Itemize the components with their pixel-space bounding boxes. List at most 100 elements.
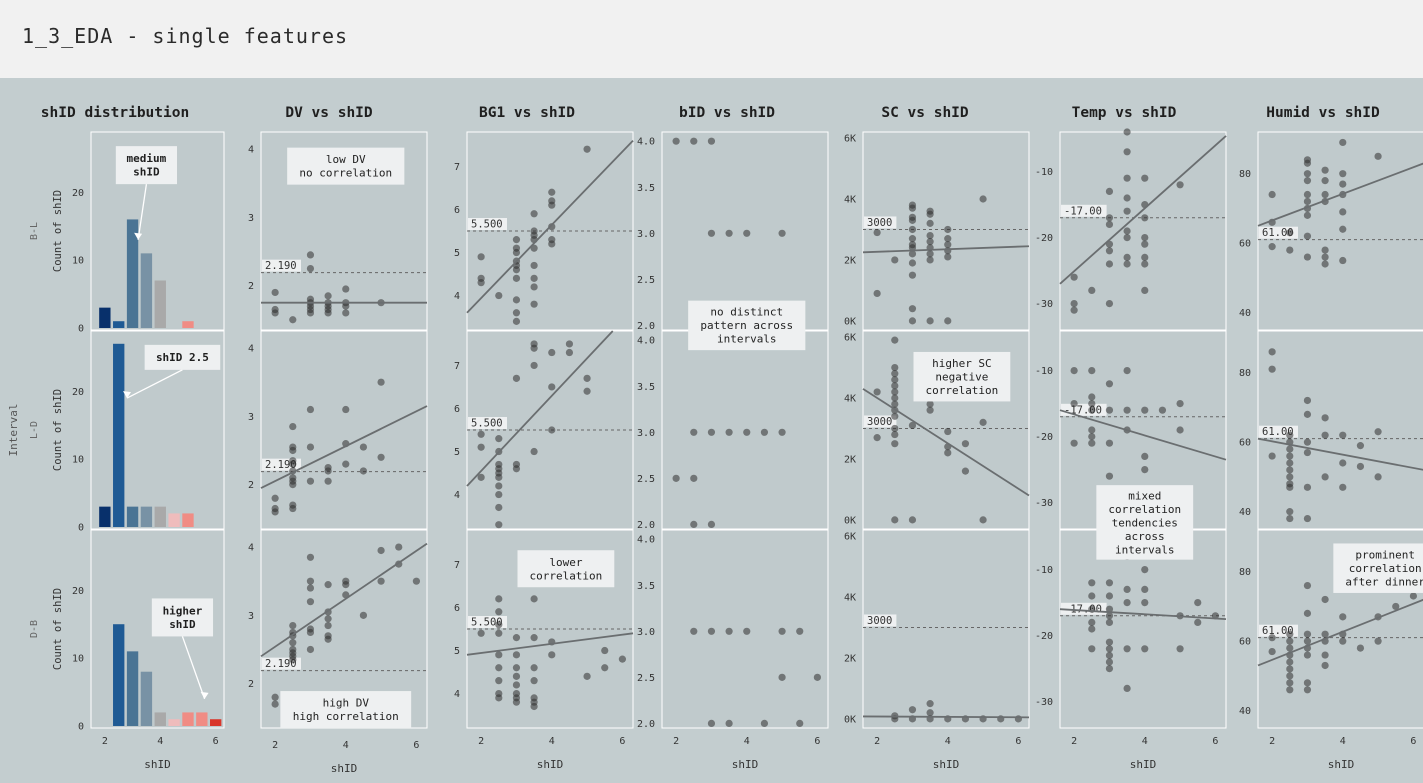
- ytick-label: 2: [248, 281, 254, 292]
- data-point: [926, 700, 934, 708]
- data-point: [342, 302, 350, 310]
- ytick-label: 3: [248, 213, 254, 224]
- ytick-label: 4: [248, 344, 254, 355]
- reference-label-bg: [468, 417, 507, 429]
- hist-bar: [126, 651, 139, 726]
- data-point: [512, 374, 521, 382]
- data-point: [1286, 658, 1294, 666]
- data-point: [908, 235, 917, 243]
- ytick-label: 6: [454, 205, 460, 216]
- data-point: [1303, 211, 1312, 219]
- data-point: [530, 244, 538, 252]
- hist-bar: [140, 506, 153, 527]
- annotation-box: [913, 351, 1011, 402]
- data-point: [1088, 400, 1096, 408]
- data-point: [495, 521, 503, 529]
- data-point: [377, 577, 385, 585]
- col-title-2: BG1 vs shID: [479, 105, 575, 121]
- ytick-label: 2.5: [637, 474, 655, 485]
- data-point: [1105, 612, 1114, 620]
- data-point: [1339, 483, 1347, 491]
- reference-label: 5.500: [471, 418, 503, 430]
- data-point: [1268, 634, 1276, 642]
- trend-line: [1257, 437, 1423, 471]
- data-point: [1321, 661, 1329, 670]
- data-point: [1339, 138, 1347, 147]
- ytick-label: 2.0: [637, 321, 655, 332]
- hist-bar: [182, 321, 194, 328]
- data-point: [1105, 579, 1114, 587]
- data-point: [1268, 190, 1276, 199]
- data-point: [306, 309, 315, 317]
- data-point: [512, 465, 521, 473]
- data-point: [1374, 473, 1382, 481]
- data-point: [926, 250, 934, 258]
- annotation-box: [151, 598, 214, 637]
- data-point: [271, 508, 279, 516]
- data-point: [796, 719, 804, 727]
- data-point: [1141, 240, 1149, 248]
- data-point: [530, 702, 538, 711]
- data-point: [1268, 365, 1276, 373]
- ytick-label: -20: [1035, 432, 1053, 443]
- data-point: [1303, 438, 1312, 446]
- col-title-4: SC vs shID: [881, 105, 969, 121]
- trend-line: [1257, 598, 1423, 667]
- data-point: [289, 504, 297, 513]
- dist-ytick: 0: [78, 324, 84, 335]
- scatter-panel-bg: [1059, 131, 1227, 331]
- data-point: [495, 490, 503, 499]
- data-point: [926, 238, 934, 246]
- data-point: [707, 229, 716, 237]
- data-point: [1321, 246, 1329, 254]
- data-point: [891, 370, 899, 378]
- reference-label: 3000: [867, 416, 892, 428]
- data-point: [1303, 197, 1312, 206]
- reference-label: 3000: [867, 217, 892, 229]
- col-title-0: shID distribution: [41, 105, 189, 121]
- data-point: [512, 266, 521, 274]
- ytick-label: 4: [454, 689, 460, 700]
- data-point: [1339, 459, 1347, 467]
- data-point: [891, 388, 899, 396]
- data-point: [1105, 651, 1114, 660]
- ytick-label: 3: [248, 412, 254, 423]
- ytick-label: -10: [1035, 366, 1053, 377]
- data-point: [1339, 180, 1347, 188]
- data-point: [1088, 579, 1096, 587]
- data-point: [760, 719, 769, 727]
- data-point: [1141, 234, 1149, 242]
- data-point: [289, 422, 297, 431]
- xtick-label: 2: [272, 740, 278, 751]
- col-title-6: Humid vs shID: [1266, 105, 1380, 121]
- data-point: [1141, 599, 1149, 607]
- data-point: [926, 400, 934, 408]
- ytick-label: 3.0: [637, 229, 655, 240]
- ytick-label: 80: [1239, 169, 1251, 180]
- data-point: [778, 627, 786, 635]
- data-point: [1105, 665, 1114, 673]
- col-title-1: DV vs shID: [285, 105, 373, 121]
- data-point: [601, 664, 609, 672]
- data-point: [1105, 260, 1114, 268]
- reference-label-bg: [864, 415, 897, 428]
- data-point: [926, 256, 934, 264]
- xtick-label: 2: [673, 736, 679, 747]
- data-point: [1303, 448, 1312, 457]
- dist-ylabel: Count of shID: [52, 588, 64, 670]
- data-point: [944, 317, 952, 325]
- data-point: [1141, 466, 1149, 474]
- data-point: [1070, 367, 1078, 375]
- data-point: [944, 253, 952, 261]
- xtick-label: 4: [343, 740, 349, 751]
- data-point: [1105, 638, 1114, 646]
- ytick-label: -30: [1035, 498, 1053, 509]
- data-point: [1303, 190, 1312, 199]
- data-point: [495, 694, 503, 702]
- xtick-label: 2: [1071, 736, 1077, 747]
- data-point: [1088, 439, 1096, 447]
- xtick-label: 4: [549, 736, 555, 747]
- data-point: [1088, 592, 1096, 600]
- xlabel: shID: [537, 758, 564, 771]
- data-point: [1123, 194, 1131, 202]
